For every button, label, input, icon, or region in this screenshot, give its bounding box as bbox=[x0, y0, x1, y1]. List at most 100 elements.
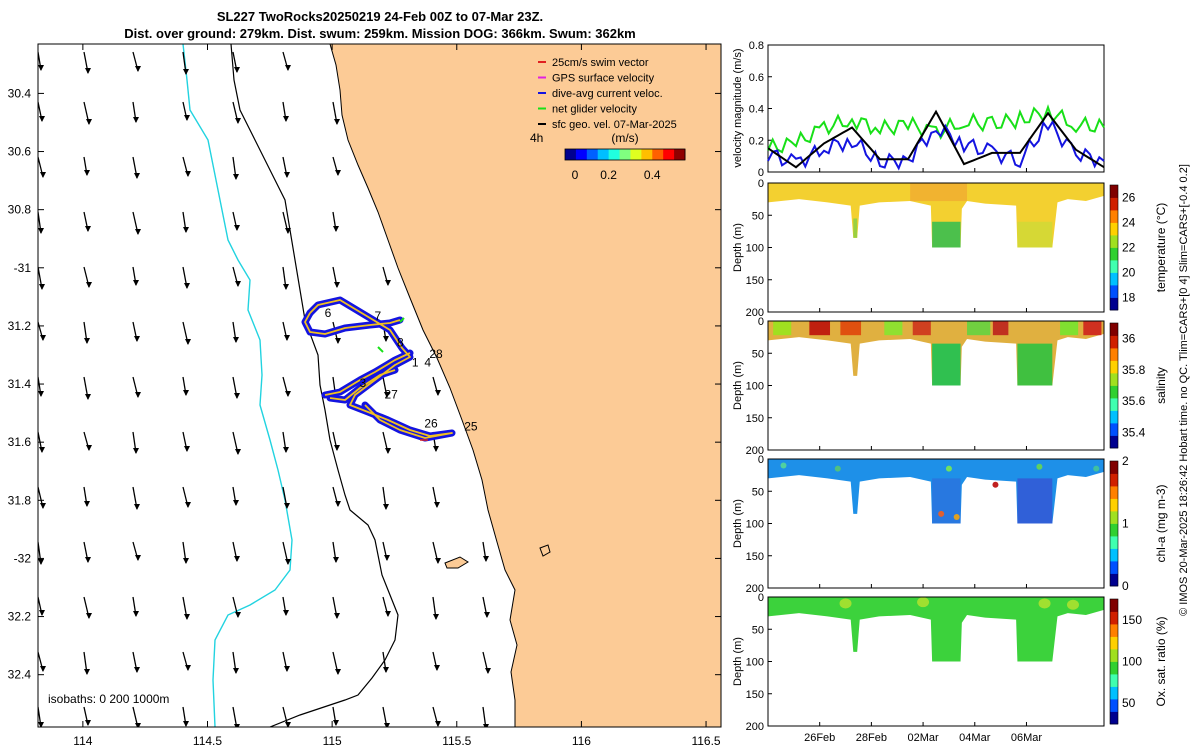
velocity-arrowhead bbox=[135, 723, 141, 727]
velocity-arrowhead bbox=[84, 669, 90, 675]
temperature-colorbar-cell bbox=[1110, 285, 1118, 298]
salinity-colorbar-label: salinity bbox=[1154, 367, 1168, 404]
salinity-colorbar-cell bbox=[1110, 410, 1118, 424]
temperature-dive-patch bbox=[853, 218, 858, 238]
velocity-arrowhead bbox=[39, 610, 45, 616]
track-day-label: 7 bbox=[375, 309, 382, 323]
velocity-y-tick-label: 0.8 bbox=[749, 40, 764, 52]
temperature-warm-patch bbox=[910, 183, 968, 202]
speed-colorbar: 4h (m/s) 0 0.2 0.4 bbox=[530, 131, 686, 182]
oxygen-colorbar-tick: 150 bbox=[1122, 613, 1142, 627]
colorbar-cell bbox=[619, 149, 631, 160]
chla-hotspot bbox=[1093, 465, 1100, 472]
temperature-colorbar-cell bbox=[1110, 297, 1118, 311]
temperature-colorbar-cell bbox=[1110, 272, 1118, 286]
temperature-colorbar-label: temperature (°C) bbox=[1154, 203, 1168, 293]
velocity-arrowhead bbox=[283, 610, 289, 616]
colorbar-cell bbox=[674, 149, 686, 160]
oxygen-colorbar-cell bbox=[1110, 686, 1118, 700]
lat-tick-label: 30.8 bbox=[8, 203, 32, 217]
velocity-arrowhead bbox=[285, 65, 291, 71]
velocity-arrowhead bbox=[284, 335, 290, 341]
salinity-colorbar-tick: 35.6 bbox=[1122, 394, 1146, 408]
temperature-mid-patch bbox=[1017, 221, 1053, 248]
chla-hotspot bbox=[992, 481, 999, 488]
chla-colorbar-cell bbox=[1110, 536, 1118, 549]
velocity-arrowhead bbox=[40, 335, 46, 341]
oxygen-colorbar-tick: 100 bbox=[1122, 655, 1142, 669]
velocity-arrowhead bbox=[133, 280, 139, 286]
temperature-y-tick-label: 50 bbox=[752, 210, 764, 222]
velocity-arrowhead bbox=[184, 446, 190, 452]
temperature-y-tick-label: 100 bbox=[746, 243, 764, 255]
chla-colorbar-cell bbox=[1110, 473, 1118, 487]
temperature-colorbar-frame bbox=[1109, 184, 1119, 311]
velocity-arrowhead bbox=[40, 503, 46, 509]
velocity-arrowhead bbox=[185, 665, 191, 671]
velocity-arrowhead bbox=[234, 67, 240, 73]
temperature-colorbar-cell bbox=[1110, 247, 1118, 261]
salinity-y-tick-label: 150 bbox=[746, 413, 764, 425]
chla-colorbar-tick: 0 bbox=[1122, 579, 1129, 593]
track-day-label: 26 bbox=[424, 417, 438, 431]
velocity-arrowhead bbox=[333, 720, 339, 726]
salinity-patch bbox=[1083, 321, 1102, 336]
velocity-arrowhead bbox=[39, 284, 45, 290]
velocity-y-tick-label: 0.6 bbox=[749, 72, 764, 84]
track-day-label: 1 bbox=[412, 356, 419, 370]
footer-note: © IMOS 20-Mar-2025 18:26:42 Hobart time.… bbox=[1178, 164, 1190, 616]
velocity-arrowhead bbox=[38, 722, 44, 727]
oxygen-colorbar-cell bbox=[1110, 599, 1118, 612]
velocity-arrowhead bbox=[183, 558, 189, 564]
track-core bbox=[324, 352, 411, 396]
salinity-y-tick-label: 50 bbox=[752, 348, 764, 360]
temperature-colorbar-cell bbox=[1110, 222, 1118, 236]
colorbar-cell bbox=[663, 149, 675, 160]
velocity-arrowhead bbox=[185, 171, 191, 177]
velocity-arrowhead bbox=[484, 612, 490, 618]
glider-track bbox=[301, 296, 456, 442]
oxygen-patch bbox=[1038, 598, 1051, 609]
isobath-200m bbox=[230, 44, 399, 727]
chla-y-tick-label: 100 bbox=[746, 519, 764, 531]
chla-y-tick-label: 200 bbox=[746, 583, 764, 595]
salinity-patch bbox=[884, 321, 903, 336]
velocity-arrowhead bbox=[335, 501, 341, 507]
velocity-arrowhead bbox=[485, 668, 491, 674]
salinity-y-tick-label: 0 bbox=[758, 316, 764, 328]
velocity-arrowhead bbox=[235, 281, 241, 287]
velocity-arrowhead bbox=[133, 611, 139, 617]
chla-ylabel: Depth (m) bbox=[732, 499, 744, 548]
oxygen-colorbar-cell bbox=[1110, 649, 1118, 662]
velocity-arrowhead bbox=[334, 119, 340, 125]
velocity-arrowhead bbox=[85, 394, 91, 400]
date-tick-label: 28Feb bbox=[856, 732, 887, 744]
velocity-arrowhead bbox=[184, 614, 190, 620]
velocity-arrowhead bbox=[40, 666, 46, 672]
chla-hotspot bbox=[953, 514, 960, 521]
temperature-ylabel: Depth (m) bbox=[732, 223, 744, 272]
salinity-colorbar-cell bbox=[1110, 323, 1118, 336]
velocity-arrowhead bbox=[285, 391, 291, 397]
velocity-arrowhead bbox=[333, 557, 339, 563]
colorbar-frame bbox=[564, 148, 686, 161]
velocity-arrowhead bbox=[38, 65, 44, 71]
date-tick-label: 26Feb bbox=[804, 732, 835, 744]
velocity-arrowhead bbox=[284, 172, 290, 178]
oxygen-colorbar-cell bbox=[1110, 611, 1118, 625]
velocity-arrowhead bbox=[283, 116, 289, 122]
legend-label: dive-avg current veloc. bbox=[552, 88, 663, 100]
chla-colorbar-cell bbox=[1110, 523, 1118, 537]
oxygen-y-tick-label: 0 bbox=[758, 592, 764, 604]
track-day-label: 6 bbox=[325, 306, 332, 320]
lat-tick-label: 31.4 bbox=[8, 377, 32, 391]
velocity-arrowhead bbox=[184, 283, 190, 289]
lon-tick-label: 115 bbox=[323, 734, 342, 748]
velocity-arrowhead bbox=[85, 68, 91, 74]
velocity-arrowhead bbox=[333, 226, 339, 232]
velocity-arrowhead bbox=[135, 392, 141, 398]
track-day-label: 25 bbox=[464, 420, 478, 434]
oxygen-colorbar-cell bbox=[1110, 674, 1118, 687]
oxygen-y-tick-label: 200 bbox=[746, 721, 764, 733]
